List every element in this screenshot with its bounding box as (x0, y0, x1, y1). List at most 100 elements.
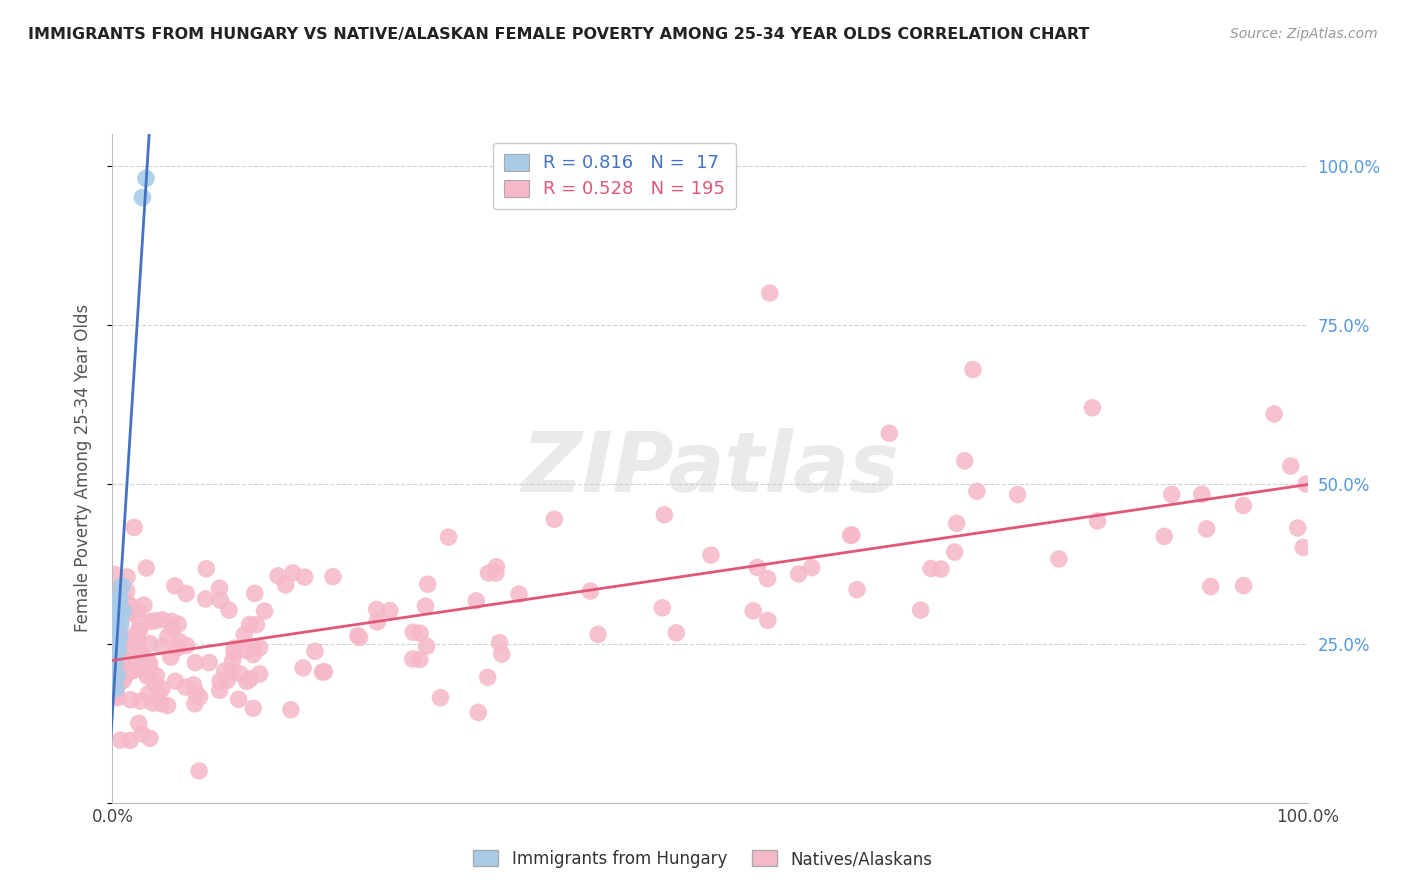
Point (142, 696, 165, 710)
Point (665, 625, 688, 640)
Point (208, 581, 231, 595)
Point (945, 516, 967, 531)
Point (118, 639, 141, 653)
Point (156, 630, 179, 644)
Point (1195, 522, 1218, 536)
Point (117, 604, 139, 618)
Legend: R = 0.816   N =  17, R = 0.528   N = 195: R = 0.816 N = 17, R = 0.528 N = 195 (492, 143, 737, 210)
Point (508, 587, 530, 601)
Point (415, 639, 437, 653)
Point (477, 566, 499, 580)
Point (759, 286, 782, 301)
Point (249, 640, 271, 655)
Point (120, 733, 142, 747)
Legend: Immigrants from Hungary, Natives/Alaskans: Immigrants from Hungary, Natives/Alaskan… (467, 844, 939, 875)
Point (108, 596, 131, 610)
Point (281, 566, 304, 580)
Point (167, 640, 190, 655)
Point (311, 665, 333, 679)
Point (117, 630, 139, 644)
Point (651, 600, 673, 615)
Y-axis label: Female Poverty Among 25-34 Year Olds: Female Poverty Among 25-34 Year Olds (73, 304, 91, 632)
Point (214, 664, 236, 678)
Point (485, 566, 508, 580)
Point (294, 570, 316, 584)
Point (228, 692, 250, 706)
Point (929, 562, 952, 576)
Point (1199, 580, 1222, 594)
Point (437, 530, 460, 544)
Point (274, 578, 297, 592)
Point (195, 562, 218, 576)
Point (235, 643, 257, 657)
Point (966, 484, 988, 499)
Point (108, 632, 131, 647)
Point (174, 680, 197, 694)
Point (416, 577, 439, 591)
Point (129, 647, 152, 661)
Point (1295, 477, 1317, 491)
Point (242, 648, 264, 662)
Point (465, 594, 488, 608)
Point (128, 716, 150, 731)
Point (267, 569, 290, 583)
Point (128, 634, 150, 648)
Point (115, 667, 138, 681)
Point (103, 586, 125, 600)
Point (105, 591, 128, 606)
Point (402, 652, 425, 666)
Point (756, 614, 779, 628)
Point (156, 698, 179, 713)
Point (415, 599, 437, 614)
Point (143, 676, 166, 690)
Point (110, 617, 132, 632)
Point (839, 528, 862, 542)
Point (188, 764, 211, 778)
Point (800, 560, 823, 574)
Point (217, 673, 239, 688)
Point (122, 605, 145, 619)
Point (787, 566, 810, 581)
Point (233, 628, 256, 642)
Point (115, 584, 138, 599)
Point (1087, 514, 1109, 528)
Point (292, 661, 315, 675)
Point (314, 665, 336, 679)
Point (117, 656, 139, 670)
Text: Source: ZipAtlas.com: Source: ZipAtlas.com (1230, 27, 1378, 41)
Point (586, 627, 609, 641)
Point (139, 615, 162, 629)
Point (162, 621, 184, 635)
Point (115, 570, 138, 584)
Point (110, 632, 132, 646)
Point (108, 630, 131, 644)
Point (131, 727, 153, 741)
Point (221, 653, 243, 667)
Point (218, 603, 240, 617)
Point (104, 653, 127, 667)
Point (347, 629, 370, 643)
Point (104, 683, 127, 698)
Point (167, 617, 190, 632)
Point (118, 634, 141, 648)
Point (1047, 552, 1070, 566)
Point (700, 548, 723, 562)
Point (962, 362, 984, 376)
Point (188, 690, 211, 704)
Point (239, 617, 262, 632)
Point (1292, 541, 1315, 555)
Point (409, 652, 432, 666)
Point (150, 613, 173, 627)
Point (1286, 521, 1309, 535)
Point (208, 683, 231, 698)
Point (243, 586, 266, 600)
Point (221, 665, 243, 679)
Point (107, 605, 129, 619)
Point (112, 605, 135, 619)
Point (138, 656, 160, 670)
Point (488, 636, 510, 650)
Point (105, 616, 128, 631)
Point (128, 623, 150, 637)
Point (652, 508, 675, 522)
Point (304, 644, 326, 658)
